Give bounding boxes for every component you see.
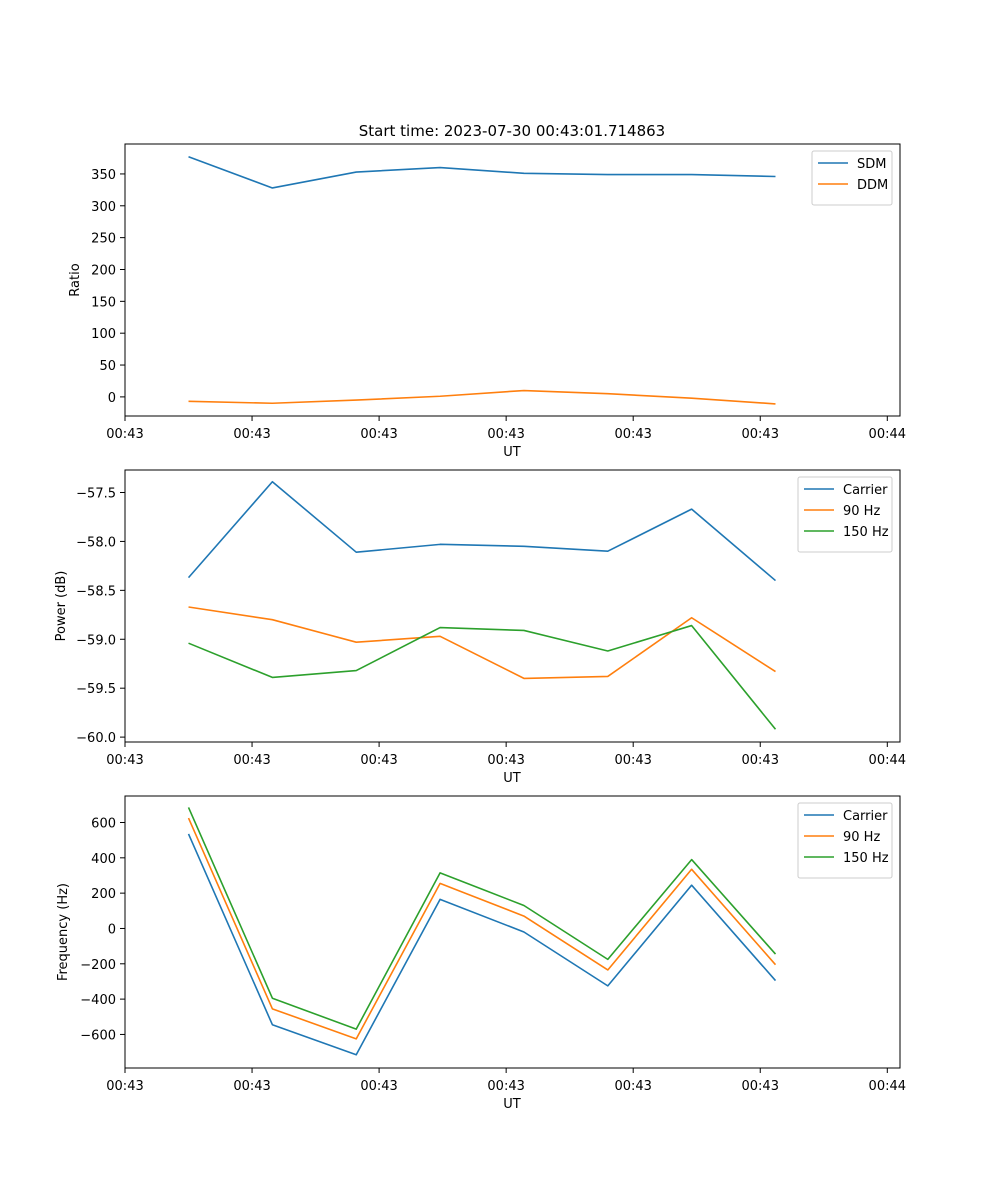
figure-title: Start time: 2023-07-30 00:43:01.714863 [359,122,665,140]
chart-panel-3: 00:43 00:43 00:43 00:43 00:43 00:43 00:44 −600 −… [56,795,906,1112]
y-tick-label: 150 [91,295,116,310]
series-line-90-hz [188,606,776,680]
x-axis-label: UT [503,1097,521,1112]
y-tick-label: −60.0 [76,731,116,746]
y-tick-label: −600 [80,1028,116,1043]
y-tick-label: −400 [80,993,116,1008]
legend-label: DDM [857,178,888,193]
legend-label: 90 Hz [843,830,880,845]
x-tick-label: 00:43 [742,753,779,768]
legend-label: 150 Hz [843,525,889,540]
x-tick-label: 00:43 [487,1079,524,1094]
y-axis-label: Power (dB) [54,571,69,642]
legend: Carrier 90 Hz 150 Hz [797,802,893,879]
legend-label: 90 Hz [843,504,880,519]
y-tick-label: 200 [91,887,116,902]
x-tick-label: 00:43 [233,753,270,768]
x-tick-label: 00:43 [742,427,779,442]
y-tick-label: 250 [91,232,116,247]
series-line-ddm [188,389,776,405]
y-axis-label: Ratio [68,263,83,296]
x-tick-label: 00:44 [869,1079,906,1094]
x-tick-label: 00:43 [233,1079,270,1094]
series-line-90-hz [187,817,777,1040]
y-tick-label: −200 [80,958,116,973]
chart-panel-2: 00:43 00:43 00:43 00:43 00:43 00:43 00:44 −60.0… [54,469,906,786]
y-tick-label: 200 [91,263,116,278]
y-tick-label: 0 [108,391,116,406]
y-tick-label: −58.0 [76,535,116,550]
chart-panel-1: 00:43 00:43 00:43 00:43 00:43 00:43 00:44 0 50 10… [68,143,906,460]
x-tick-label: 00:43 [106,1079,143,1094]
series-line-150-hz [188,624,777,730]
y-tick-label: 400 [91,852,116,867]
y-tick-label: −59.0 [76,633,116,648]
series-line-150-hz [187,807,777,1030]
legend-frame [797,476,893,553]
y-tick-label: −57.5 [76,487,116,502]
y-tick-label: 300 [91,200,116,215]
x-tick-label: 00:43 [614,753,651,768]
x-tick-label: 00:43 [106,427,143,442]
legend: SDM DDM [811,150,893,206]
x-tick-label: 00:43 [360,753,397,768]
legend-label: SDM [857,157,886,172]
y-tick-label: 100 [91,327,116,342]
x-tick-label: 00:44 [869,427,906,442]
y-axis-label: Frequency (Hz) [56,883,71,981]
x-axis-label: UT [503,445,521,460]
x-axis-label: UT [503,771,521,786]
legend-frame [811,150,893,206]
x-tick-label: 00:43 [233,427,270,442]
x-tick-label: 00:43 [487,753,524,768]
x-tick-label: 00:43 [360,427,397,442]
x-tick-label: 00:43 [106,753,143,768]
x-tick-label: 00:43 [614,427,651,442]
y-tick-label: 0 [108,922,116,937]
legend-frame [797,802,893,879]
x-tick-label: 00:43 [742,1079,779,1094]
x-tick-label: 00:43 [360,1079,397,1094]
y-tick-label: −58.5 [76,584,116,599]
y-tick-label: 600 [91,816,116,831]
series-line-carrier [187,833,777,1056]
series-line-sdm [188,155,776,189]
plot-area-frame [124,795,901,1069]
y-tick-label: −59.5 [76,682,116,697]
y-tick-label: 50 [99,359,116,374]
y-tick-label: 350 [91,168,116,183]
legend-label: 150 Hz [843,851,889,866]
legend: Carrier 90 Hz 150 Hz [797,476,893,553]
plot-area-frame [124,143,901,417]
x-tick-label: 00:43 [614,1079,651,1094]
legend-label: Carrier [843,809,888,824]
x-tick-label: 00:43 [487,427,524,442]
x-tick-label: 00:44 [869,753,906,768]
series-line-carrier [187,480,777,582]
plot-area-frame [124,469,901,743]
legend-label: Carrier [843,483,888,498]
